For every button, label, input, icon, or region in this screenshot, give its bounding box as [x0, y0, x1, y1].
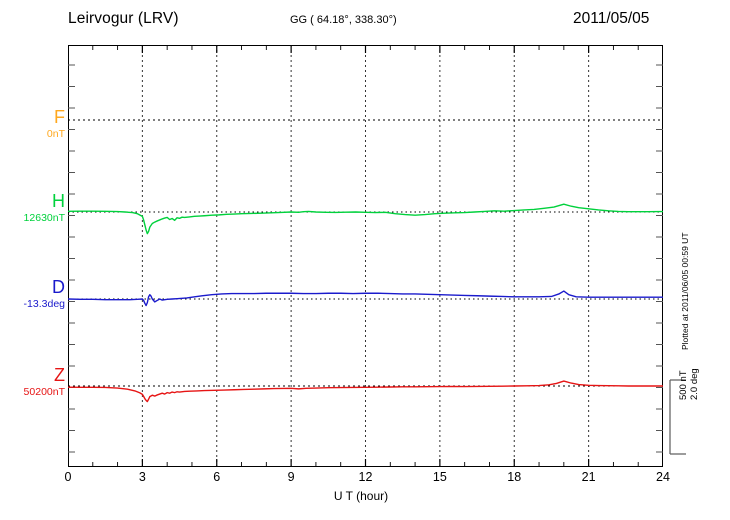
component-baseline-f: 0nT [46, 128, 65, 140]
component-letter-f: F [54, 107, 65, 127]
x-tick-label-12: 12 [358, 470, 373, 484]
x-tick-label-6: 6 [213, 470, 221, 484]
scale-bar [669, 379, 686, 455]
x-tick-label-9: 9 [287, 470, 295, 484]
component-letter-h: H [52, 191, 65, 211]
axis-ticks [68, 45, 663, 467]
x-tick-label-21: 21 [581, 470, 596, 484]
x-tick-label-24: 24 [656, 470, 670, 484]
x-tick-label-0: 0 [64, 470, 72, 484]
component-label-z: Z 50200nT [24, 366, 65, 398]
component-baseline-h: 12630nT [23, 212, 65, 224]
plotted-at-timestamp: Plotted at 2011/06/05 00:59 UT [680, 232, 690, 350]
component-traces [68, 203, 663, 403]
x-axis-title: U T (hour) [0, 489, 730, 503]
x-axis-title-text: U T (hour) [333, 489, 389, 503]
geographic-coordinates: GG ( 64.18°, 338.30°) [290, 14, 397, 26]
x-tick-label-3: 3 [138, 470, 146, 484]
x-tick-label-15: 15 [432, 470, 447, 484]
magnetogram-plot [68, 45, 663, 467]
component-baseline-z: 50200nT [23, 386, 65, 398]
component-letter-d: D [52, 277, 65, 297]
x-tick-label-18: 18 [507, 470, 522, 484]
component-letter-z: Z [54, 365, 65, 385]
scale-bar-nt: 500 nT [678, 370, 689, 400]
component-baseline-d: -13.3deg [23, 298, 65, 310]
component-label-f: F 0nT [47, 108, 65, 140]
vertical-gridlines [141, 45, 590, 467]
component-label-h: H 12630nT [24, 192, 65, 224]
observation-date: 2011/05/05 [573, 10, 650, 27]
component-label-d: D -13.3deg [24, 278, 65, 310]
station-title: Leirvogur (LRV) [68, 10, 179, 27]
